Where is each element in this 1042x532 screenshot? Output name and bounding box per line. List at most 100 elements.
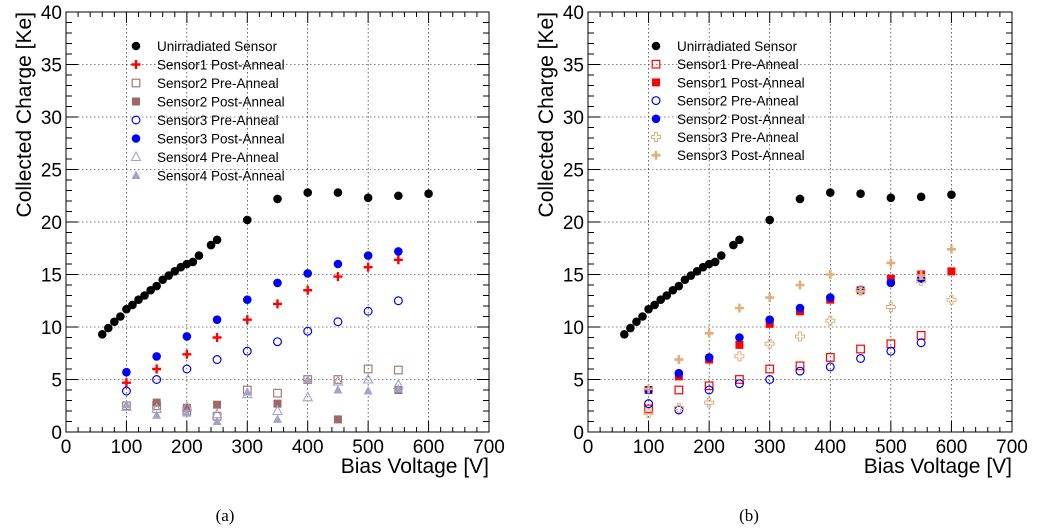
y-tick-label: 30 [563, 108, 584, 129]
y-tick-label: 10 [563, 318, 584, 339]
legend-marker [131, 170, 141, 179]
data-point [825, 315, 836, 326]
data-point [620, 330, 629, 339]
series-sensor4-pre-anneal [121, 373, 404, 419]
data-point [363, 193, 373, 203]
data-point [644, 404, 653, 414]
y-tick-label: 25 [563, 161, 584, 182]
data-point [704, 328, 714, 338]
data-point [886, 258, 896, 268]
legend-marker [131, 134, 141, 143]
y-tick-label: 20 [41, 213, 62, 234]
legend-entry: Sensor1 Post-Anneal [652, 75, 805, 90]
data-point [182, 408, 192, 417]
legend-marker [130, 150, 142, 162]
data-point [795, 303, 805, 313]
series-sensor1-post-anneal [121, 255, 403, 388]
x-axis-label: Bias Voltage [V] [341, 455, 489, 478]
data-point [333, 385, 343, 394]
data-point [686, 271, 696, 280]
data-point [674, 405, 684, 415]
data-point [104, 323, 113, 333]
data-point [393, 296, 403, 306]
x-tick-label: 600 [413, 437, 445, 458]
data-point [916, 271, 926, 281]
legend-entry: Sensor2 Post-Anneal [132, 95, 285, 110]
data-point [734, 379, 744, 389]
data-point [394, 191, 403, 201]
data-point [825, 188, 835, 197]
data-point [632, 317, 641, 327]
data-point [393, 365, 403, 375]
y-tick-label: 0 [51, 423, 62, 444]
legend-marker [131, 78, 141, 88]
data-point [273, 299, 282, 309]
data-point [121, 378, 131, 388]
data-point [856, 344, 865, 354]
x-tick-labels: 0 100 200 300 400 500 600 700 [583, 437, 1028, 458]
data-point [735, 333, 744, 342]
series-sensor2-pre-anneal [644, 338, 926, 415]
series-unirradiated-sensor [620, 188, 956, 339]
legend-marker [132, 97, 140, 106]
data-point [947, 267, 956, 276]
data-point [333, 415, 342, 424]
data-point [704, 353, 714, 362]
legend-label: Unirradiated Sensor [677, 39, 798, 54]
data-point [303, 188, 313, 197]
data-point [704, 381, 714, 391]
legend-marker [651, 150, 661, 160]
data-point [946, 294, 957, 305]
panel-caption: (b) [739, 506, 759, 525]
x-tick-label: 0 [61, 437, 72, 458]
data-point [692, 267, 702, 276]
legend-entry: Sensor2 Pre-Anneal [131, 76, 279, 91]
legend-label: Sensor2 Post-Anneal [677, 112, 805, 127]
x-tick-label: 700 [473, 437, 505, 458]
legend-label: Sensor1 Post-Anneal [157, 58, 285, 73]
data-point [194, 251, 204, 260]
data-point [164, 271, 174, 280]
data-point [626, 323, 635, 333]
data-point [795, 280, 805, 290]
data-point [765, 375, 775, 385]
data-point [916, 192, 926, 202]
y-axis-label: Collected Charge [Ke] [13, 12, 36, 217]
data-point [674, 385, 684, 395]
data-point [886, 346, 896, 356]
x-tick-label: 400 [292, 437, 324, 458]
data-point [213, 400, 222, 409]
chart-panel-a: 0 100 200 300 400 500 600 700 0510152025303540 … [13, 3, 505, 525]
legend-entry: Sensor2 Pre-Anneal [651, 94, 799, 109]
legend-entry: Sensor3 Pre-Anneal [651, 130, 799, 145]
data-point [273, 388, 282, 398]
x-tick-label: 200 [171, 437, 203, 458]
data-point [333, 259, 343, 269]
data-point [734, 303, 744, 313]
data-points [620, 188, 957, 419]
legend-marker [131, 60, 141, 69]
legend-marker [651, 132, 661, 142]
x-tick-label: 0 [583, 437, 594, 458]
legend-entry: Sensor4 Pre-Anneal [130, 150, 279, 165]
legend-label: Sensor4 Pre-Anneal [157, 150, 279, 165]
data-point [242, 315, 252, 325]
data-point [303, 269, 313, 278]
data-point [886, 278, 896, 288]
data-point [363, 306, 373, 316]
legend-entry: Sensor4 Post-Anneal [131, 169, 285, 184]
grid-lines [588, 12, 1012, 432]
legend-marker [131, 115, 141, 125]
legend-entry: Unirradiated Sensor [651, 39, 798, 54]
data-point [152, 398, 161, 407]
data-point [856, 189, 865, 198]
x-tick-label: 400 [814, 437, 846, 458]
data-point [825, 270, 835, 279]
data-point [735, 340, 744, 349]
data-point [211, 407, 223, 419]
y-tick-label: 10 [41, 318, 62, 339]
data-point [273, 337, 283, 347]
data-point [97, 330, 107, 339]
data-point [303, 374, 313, 383]
